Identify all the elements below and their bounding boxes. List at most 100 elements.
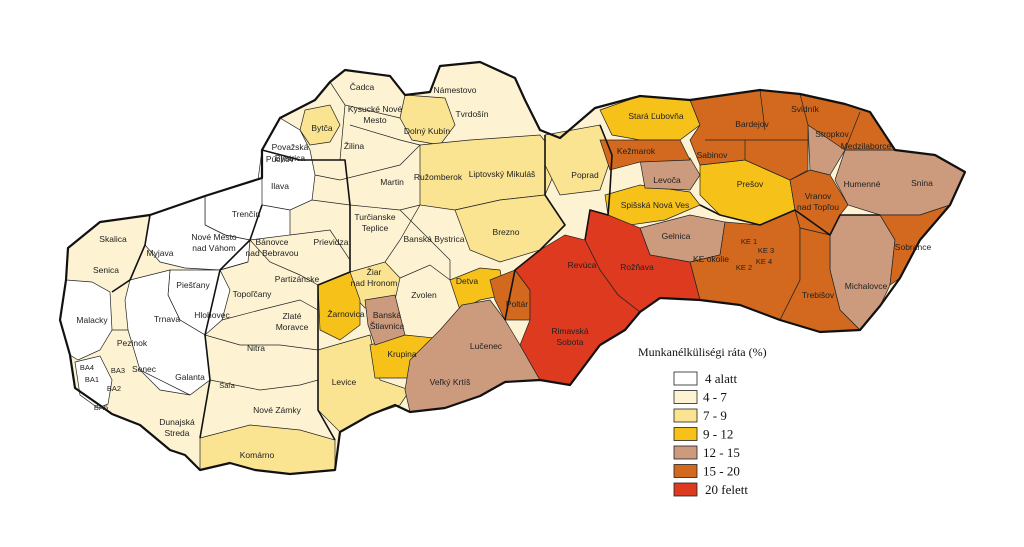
district-label-banovce-nad-bebravou: Bánovce nad Bebravou — [246, 237, 299, 258]
district-label-presov: Prešov — [737, 179, 764, 189]
district-label-kysucke-nove-mesto: Kysucké Nové Mesto — [348, 104, 403, 125]
district-label-dolny-kubin: Dolný Kubín — [404, 126, 451, 136]
district-label-poltar: Poltár — [506, 299, 528, 309]
legend-label-15-20: 15 - 20 — [703, 464, 740, 479]
district-label-ba5: BA5 — [94, 403, 108, 412]
district-label-nove-zamky: Nové Zámky — [253, 405, 301, 415]
district-label-namestovo: Námestovo — [434, 85, 477, 95]
district-labels: Čadca Námestovo Tvrdošín Kysucké Nové Mesto B… — [76, 82, 933, 460]
district-label-gelnica: Gelnica — [662, 231, 691, 241]
legend: Munkanélküliségi ráta (%) 4 alatt 4 - 7 7 … — [638, 345, 767, 497]
district-label-spisska-nova-ves: Spišská Nová Ves — [621, 200, 690, 210]
district-label-michalovce: Michalovce — [845, 281, 888, 291]
district-label-topolcany: Topoľčany — [233, 289, 273, 299]
district-label-tvrdosin: Tvrdošín — [455, 109, 488, 119]
district-label-brezno: Brezno — [493, 227, 520, 237]
legend-swatch-9-12 — [673, 427, 698, 441]
district-label-ke-1: KE 1 — [741, 237, 757, 246]
district-label-detva: Detva — [456, 276, 478, 286]
legend-swatch-4-7 — [673, 390, 698, 404]
legend-label-9-12: 9 - 12 — [703, 427, 733, 442]
district-label-piestany: Piešťany — [176, 280, 210, 290]
district-label-cadca: Čadca — [350, 82, 375, 92]
legend-label-12-15: 12 - 15 — [703, 445, 740, 460]
district-trnava-galanta — [124, 269, 211, 396]
district-label-zlate-moravce: Zlaté Moravce — [276, 311, 309, 332]
district-label-krupina: Krupina — [387, 349, 417, 359]
district-label-ke-okolie: KE okolie — [693, 254, 729, 264]
legend-swatch-7-9 — [673, 408, 698, 423]
district-label-revuca: Revúca — [568, 260, 597, 270]
district-label-sobrance: Sobrance — [895, 242, 932, 252]
district-label-snina: Snina — [911, 178, 933, 188]
district-label-nove-mesto-nad-vahom: Nové Mesto nad Váhom — [191, 232, 237, 253]
district-label-galanta: Galanta — [175, 372, 205, 382]
district-label-bytca: Bytča — [311, 123, 333, 133]
district-label-ba2: BA2 — [107, 384, 121, 393]
district-bytca — [299, 104, 341, 146]
district-label-prievidza: Prievidza — [314, 237, 349, 247]
district-label-komarno: Komárno — [240, 450, 275, 460]
district-label-trencin: Trenčín — [232, 209, 261, 219]
legend-swatch-15-20 — [673, 464, 698, 478]
district-label-senica: Senica — [93, 265, 119, 275]
legend-swatch-20-felett — [673, 482, 698, 497]
legend-label-20-felett: 20 felett — [705, 482, 748, 497]
district-label-ruzomberok: Ružomberok — [414, 172, 463, 182]
district-kezmarok — [599, 139, 691, 171]
district-label-humenne: Humenné — [844, 179, 881, 189]
region-borders — [111, 124, 880, 441]
legend-title: Munkanélküliségi ráta (%) — [638, 345, 767, 359]
district-label-sabinov: Sabinov — [697, 150, 728, 160]
district-label-poprad: Poprad — [571, 170, 599, 180]
district-label-levice: Levice — [332, 377, 357, 387]
district-label-turcianske-teplice: Turčianske Teplice — [354, 212, 396, 233]
district-borders — [112, 81, 861, 396]
district-label-ke-2: KE 2 — [736, 263, 752, 272]
class-9-12-areas — [317, 95, 796, 379]
district-label-ilava: Ilava — [271, 181, 289, 191]
district-label-trnava: Trnava — [154, 314, 180, 324]
district-label-trebisov: Trebišov — [802, 290, 835, 300]
district-label-partizanske: Partizánske — [275, 274, 320, 284]
district-label-hlohovec: Hlohovec — [194, 310, 230, 320]
district-label-malacky: Malacky — [76, 315, 108, 325]
district-label-kezmarok: Kežmarok — [617, 146, 656, 156]
legend-label-4-7: 4 - 7 — [703, 390, 727, 405]
district-label-nitra: Nitra — [247, 343, 265, 353]
district-levoca — [639, 157, 701, 191]
district-label-zilina: Žilina — [344, 141, 365, 151]
district-label-ba3: BA3 — [111, 366, 125, 375]
district-label-stara-lubovna: Stará Ľubovňa — [628, 111, 684, 121]
district-label-zvolen: Zvolen — [411, 290, 437, 300]
district-label-skalica: Skalica — [99, 234, 127, 244]
district-label-senec: Senec — [132, 364, 157, 374]
district-label-velky-krtis: Veľký Krtíš — [430, 377, 471, 387]
district-label-stropkov: Stropkov — [815, 129, 849, 139]
district-label-martin: Martin — [380, 177, 404, 187]
district-label-medzilaborce: Medzilaborce — [841, 141, 892, 151]
district-label-lucenec: Lučenec — [470, 341, 503, 351]
district-label-ba4: BA4 — [80, 363, 94, 372]
district-label-banska-bystrica: Banská Bystrica — [404, 234, 465, 244]
district-label-povazska-bystrica: Považská Bystrica — [272, 142, 309, 163]
class-12-15-areas — [364, 117, 966, 413]
district-label-banska-stiavnica: Banská Štiavnica — [370, 310, 405, 331]
district-label-myjava: Myjava — [147, 248, 174, 258]
district-label-roznava: Rožňava — [620, 262, 654, 272]
district-label-dunajska-streda: Dunajská Streda — [159, 417, 195, 438]
country-border — [58, 60, 967, 476]
district-label-svidnik: Svidník — [791, 104, 820, 114]
legend-label-7-9: 7 - 9 — [703, 408, 727, 423]
district-label-sala: Šaľa — [219, 381, 235, 390]
district-banska-stiavnica — [364, 294, 406, 346]
district-label-levoca: Levoča — [653, 175, 681, 185]
district-label-bardejov: Bardejov — [735, 119, 769, 129]
district-label-ba1: BA1 — [85, 375, 99, 384]
district-label-ke-3: KE 3 — [758, 246, 774, 255]
legend-swatch-12-15 — [673, 445, 698, 460]
district-label-ke-4: KE 4 — [756, 257, 772, 266]
district-label-liptovsky-mikulas: Liptovský Mikuláš — [469, 169, 536, 179]
district-label-rimavska-sobota: Rimavská Sobota — [551, 326, 589, 347]
